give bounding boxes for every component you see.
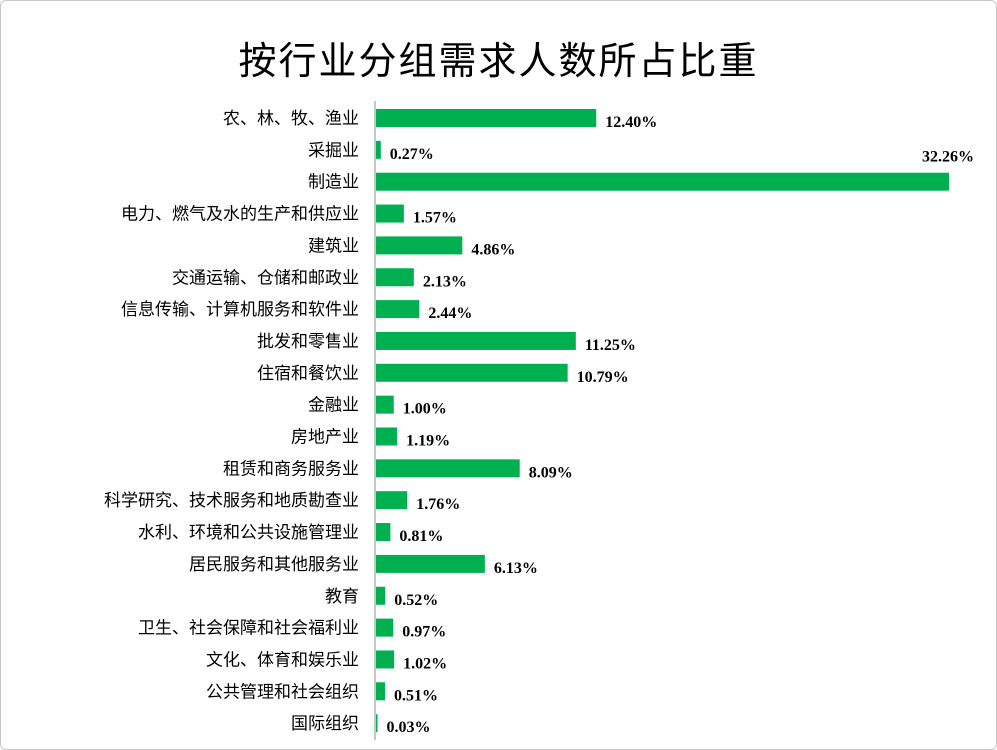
category-label: 电力、燃气及水的生产和供应业 bbox=[121, 205, 359, 225]
value-label: 0.51% bbox=[394, 687, 438, 704]
value-label: 10.79% bbox=[577, 369, 629, 386]
category-label: 交通运输、仓储和邮政业 bbox=[172, 268, 359, 288]
bar bbox=[376, 554, 485, 573]
bar bbox=[376, 204, 404, 223]
bar bbox=[376, 140, 381, 159]
value-label: 2.44% bbox=[428, 305, 472, 322]
category-label: 建筑业 bbox=[308, 236, 359, 256]
bar bbox=[376, 714, 378, 733]
bar bbox=[376, 523, 391, 542]
value-label: 11.25% bbox=[585, 337, 636, 354]
bar bbox=[376, 650, 395, 669]
bar bbox=[376, 268, 414, 287]
bar bbox=[376, 236, 463, 255]
category-label: 水利、环境和公共设施管理业 bbox=[138, 523, 359, 543]
bar bbox=[376, 459, 520, 478]
category-label: 信息传输、计算机服务和软件业 bbox=[121, 300, 359, 320]
category-label: 居民服务和其他服务业 bbox=[189, 555, 359, 575]
value-label: 1.57% bbox=[413, 210, 457, 227]
category-label: 批发和零售业 bbox=[257, 332, 359, 352]
category-label: 文化、体育和娱乐业 bbox=[206, 650, 359, 670]
value-label: 12.40% bbox=[605, 114, 657, 131]
value-label: 1.02% bbox=[403, 655, 447, 672]
category-label: 公共管理和社会组织 bbox=[206, 682, 359, 702]
category-label: 采掘业 bbox=[308, 141, 359, 161]
category-label: 租赁和商务服务业 bbox=[223, 459, 359, 479]
value-label: 0.03% bbox=[387, 719, 431, 736]
value-label: 2.13% bbox=[423, 273, 467, 290]
bar bbox=[376, 109, 597, 127]
value-label: 1.19% bbox=[406, 433, 450, 450]
category-label: 卫生、社会保障和社会福利业 bbox=[138, 619, 359, 639]
value-label: 6.13% bbox=[494, 560, 538, 577]
category-label: 制造业 bbox=[308, 173, 359, 193]
category-label: 农、林、牧、渔业 bbox=[223, 109, 359, 129]
value-label: 1.76% bbox=[416, 496, 460, 513]
category-label: 教育 bbox=[325, 587, 359, 607]
bar bbox=[376, 172, 949, 191]
value-label: 4.86% bbox=[471, 241, 515, 258]
category-label: 住宿和餐饮业 bbox=[257, 364, 359, 384]
bar bbox=[376, 363, 568, 382]
chart-title: 按行业分组需求人数所占比重 bbox=[238, 39, 759, 83]
bar bbox=[376, 427, 398, 446]
bar bbox=[376, 300, 420, 319]
value-label: 8.09% bbox=[529, 464, 573, 481]
value-label: 0.52% bbox=[394, 592, 438, 609]
value-label: 0.81% bbox=[399, 528, 443, 545]
value-label: 0.27% bbox=[390, 146, 434, 163]
bar bbox=[376, 491, 408, 510]
value-label: 32.26% bbox=[922, 149, 974, 166]
category-label: 房地产业 bbox=[291, 428, 359, 448]
category-label: 金融业 bbox=[308, 396, 359, 416]
value-label: 1.00% bbox=[403, 401, 447, 418]
bar bbox=[376, 331, 576, 350]
bar-group: 农、林、牧、渔业 12.40% 采掘业 0.27% 制造业 32.26% 电力、燃气及水的生… bbox=[104, 109, 974, 736]
bar bbox=[376, 618, 394, 637]
category-label: 国际组织 bbox=[291, 714, 359, 734]
category-label: 科学研究、技术服务和地质勘查业 bbox=[104, 491, 359, 511]
bar bbox=[376, 395, 394, 414]
bar bbox=[376, 586, 386, 605]
bar bbox=[376, 682, 386, 701]
value-label: 0.97% bbox=[402, 624, 446, 641]
